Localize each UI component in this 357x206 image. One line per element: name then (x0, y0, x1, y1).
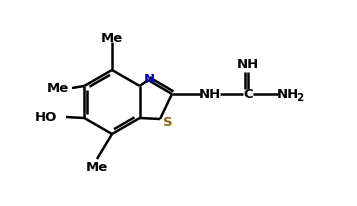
Text: S: S (163, 116, 173, 129)
Text: HO: HO (35, 111, 57, 124)
Text: Me: Me (86, 161, 108, 174)
Text: N: N (144, 73, 155, 86)
Text: C: C (243, 88, 253, 101)
Text: Me: Me (101, 31, 123, 44)
Text: Me: Me (47, 82, 69, 95)
Text: NH: NH (277, 88, 299, 101)
Text: 2: 2 (296, 92, 303, 103)
Text: NH: NH (199, 88, 221, 101)
Text: NH: NH (237, 58, 259, 71)
